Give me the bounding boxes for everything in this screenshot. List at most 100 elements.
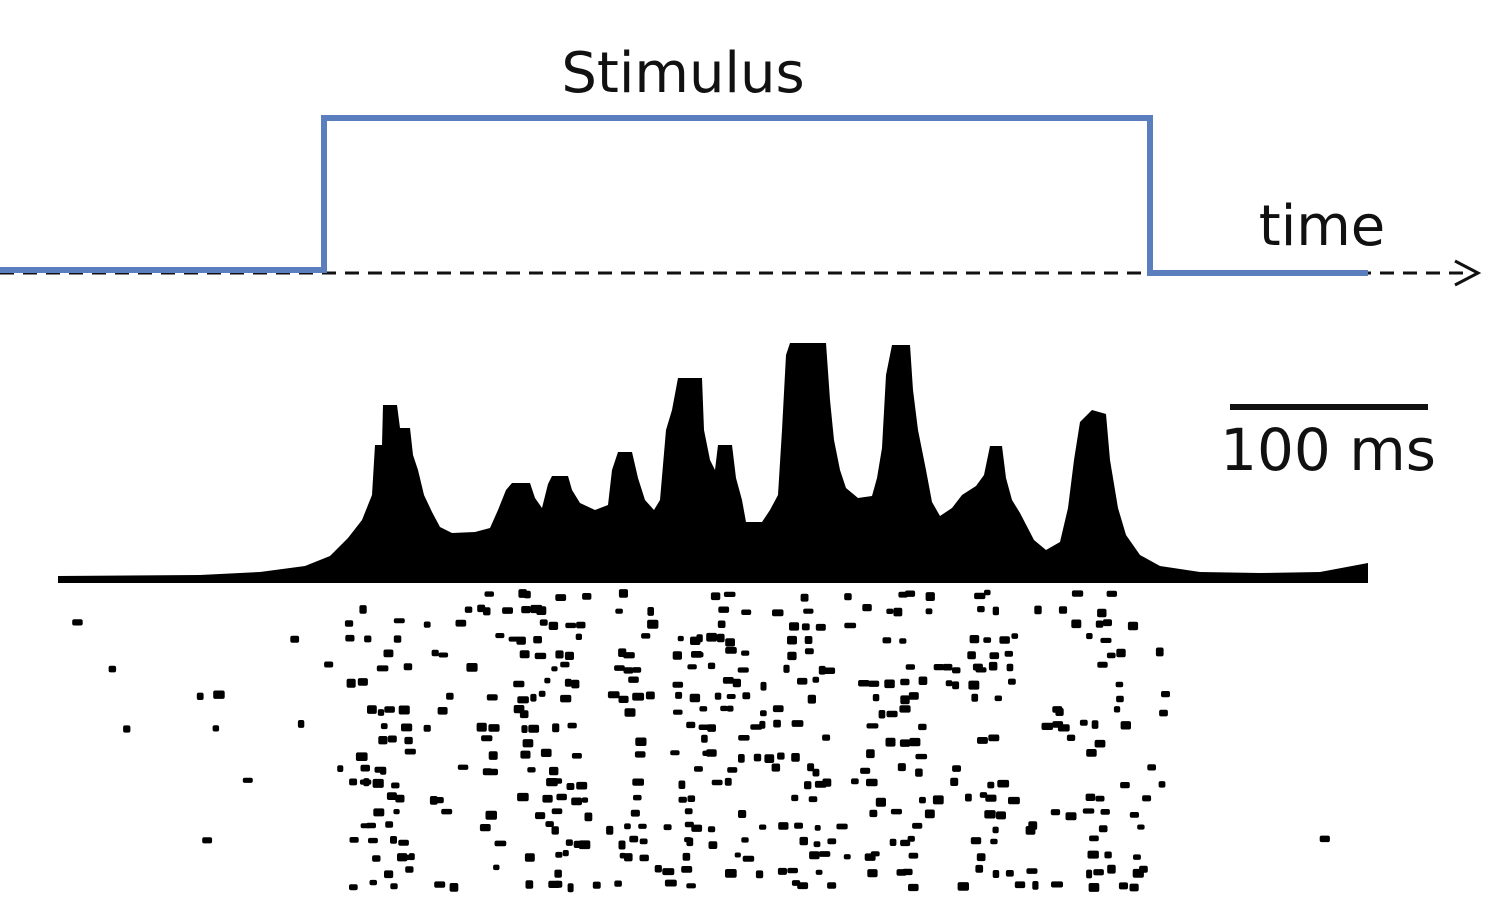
- spike-mark: [398, 839, 409, 846]
- spike-mark: [618, 589, 628, 598]
- spike-mark: [900, 678, 910, 686]
- spike-mark: [404, 736, 413, 745]
- spike-mark: [919, 796, 926, 804]
- spike-mark: [536, 606, 547, 615]
- spike-mark: [868, 680, 880, 687]
- spike-mark: [1113, 706, 1121, 713]
- spike-mark: [484, 591, 494, 597]
- spike-mark: [990, 838, 998, 845]
- spike-mark: [645, 691, 655, 700]
- spike-mark: [623, 667, 634, 674]
- spike-mark: [759, 720, 766, 729]
- spike-mark: [885, 737, 896, 747]
- spike-mark: [686, 837, 694, 847]
- spike-mark: [494, 840, 507, 847]
- spike-mark: [1055, 708, 1064, 716]
- spike-raster: [72, 589, 1330, 893]
- spike-mark: [539, 619, 548, 626]
- time-axis-label: time: [1259, 194, 1386, 259]
- spike-mark: [212, 725, 220, 732]
- spike-mark: [678, 796, 687, 803]
- spike-mark: [405, 866, 414, 873]
- spike-mark: [373, 808, 385, 817]
- spike-mark: [1116, 695, 1124, 703]
- spike-mark: [546, 778, 558, 787]
- spike-mark: [716, 633, 725, 643]
- spike-mark: [899, 739, 911, 747]
- spike-mark: [1051, 881, 1063, 888]
- spike-mark: [908, 692, 919, 700]
- spike-mark: [866, 778, 878, 787]
- spike-mark: [869, 809, 878, 818]
- spike-mark: [686, 883, 696, 889]
- spike-mark: [607, 691, 620, 699]
- spike-mark: [582, 593, 592, 600]
- spike-mark: [791, 720, 804, 727]
- spike-mark: [524, 853, 535, 862]
- spike-mark: [423, 724, 431, 732]
- spike-mark: [635, 737, 647, 746]
- spike-mark: [878, 710, 886, 719]
- spike-mark: [346, 678, 356, 688]
- spike-mark: [544, 677, 551, 684]
- spike-mark: [899, 638, 907, 644]
- spike-mark: [545, 821, 554, 827]
- spike-mark: [1120, 782, 1130, 789]
- spike-mark: [843, 854, 851, 860]
- spike-mark: [1032, 881, 1039, 890]
- spike-mark: [866, 723, 879, 729]
- spike-mark: [385, 821, 394, 828]
- spike-mark: [349, 778, 358, 786]
- spike-mark: [519, 650, 530, 659]
- spike-mark: [630, 809, 640, 817]
- time-axis-arrowhead: [1454, 259, 1482, 287]
- spike-mark: [614, 880, 622, 887]
- spike-mark: [1071, 619, 1082, 629]
- spike-mark: [1065, 812, 1077, 821]
- spike-mark: [677, 635, 684, 642]
- spike-mark: [952, 681, 960, 690]
- spike-mark: [525, 880, 534, 889]
- spike-mark: [380, 766, 387, 775]
- spike-mark: [1011, 633, 1019, 639]
- spike-mark: [772, 705, 784, 713]
- spike-mark: [738, 735, 750, 741]
- spike-mark: [787, 867, 798, 874]
- spike-mark: [809, 851, 820, 860]
- spike-mark: [629, 835, 639, 843]
- spike-mark: [884, 679, 895, 689]
- spike-mark: [662, 868, 675, 876]
- spike-mark: [804, 636, 813, 644]
- spike-mark: [741, 609, 752, 615]
- spike-mark: [391, 782, 400, 789]
- spike-mark: [742, 692, 751, 700]
- spike-mark: [618, 695, 629, 703]
- spike-mark: [800, 593, 809, 602]
- spike-mark: [495, 633, 505, 639]
- spike-mark: [393, 618, 405, 624]
- spike-mark: [974, 592, 986, 600]
- spike-mark: [977, 737, 988, 744]
- spike-mark: [726, 694, 736, 699]
- spike-mark: [900, 695, 910, 705]
- spike-mark: [925, 592, 935, 601]
- spike-mark: [624, 823, 631, 830]
- spike-mark: [924, 809, 935, 819]
- spike-mark: [384, 870, 394, 879]
- spike-mark: [556, 793, 567, 801]
- spike-mark: [867, 869, 878, 878]
- spike-mark: [996, 811, 1006, 820]
- spike-mark: [988, 734, 1000, 742]
- spike-mark: [844, 622, 857, 629]
- spike-mark: [1004, 650, 1013, 657]
- spike-mark: [1034, 605, 1042, 615]
- spike-mark: [517, 696, 529, 704]
- spike-mark: [502, 607, 513, 614]
- spike-mark: [691, 824, 703, 832]
- spike-mark: [823, 667, 836, 674]
- spike-mark: [942, 663, 953, 671]
- spike-mark: [908, 883, 919, 892]
- spike-mark: [870, 851, 880, 857]
- spike-mark: [549, 766, 559, 776]
- spike-mark: [738, 810, 747, 818]
